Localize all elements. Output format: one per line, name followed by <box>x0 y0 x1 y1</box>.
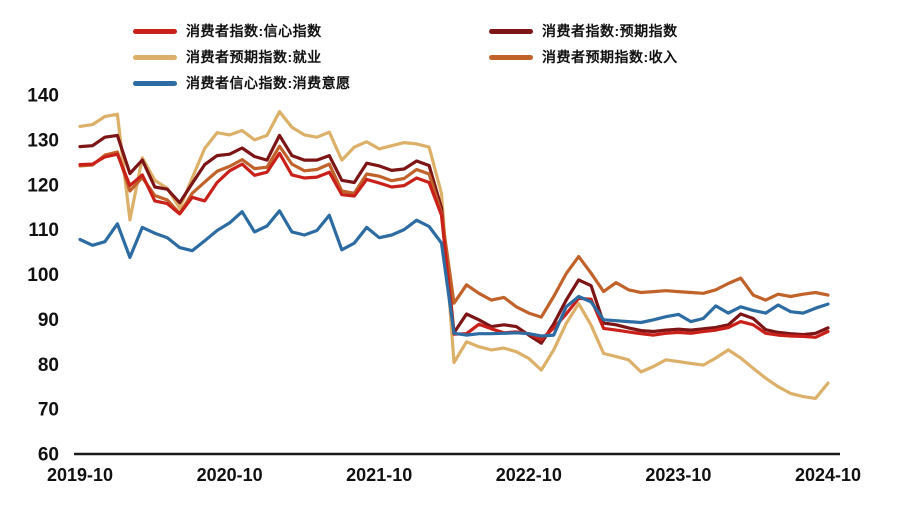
legend-swatch-icon <box>489 28 533 34</box>
legend-item-3: 消费者预期指数:收入 <box>489 47 678 67</box>
series-line-1 <box>78 133 830 345</box>
legend-label: 消费者指数:信心指数 <box>186 23 322 39</box>
legend-label: 消费者信心指数:消费意愿 <box>186 75 351 91</box>
y-axis-tick-label: 130 <box>27 130 59 151</box>
legend-item-4: 消费者信心指数:消费意愿 <box>133 73 489 93</box>
x-axis-tick-label: 2022-10 <box>496 465 562 485</box>
y-axis-tick-label: 100 <box>27 265 59 286</box>
legend-label: 消费者预期指数:就业 <box>186 49 322 65</box>
legend-label: 消费者预期指数:收入 <box>542 49 678 65</box>
x-axis-tick-label: 2021-10 <box>346 465 412 485</box>
x-axis-tick-label: 2020-10 <box>197 465 263 485</box>
legend-swatch-icon <box>133 80 177 86</box>
legend-item-2: 消费者预期指数:就业 <box>133 47 489 67</box>
x-axis-tick-label: 2023-10 <box>645 465 711 485</box>
y-axis-tick-label: 80 <box>38 355 59 376</box>
y-axis-tick-label: 90 <box>38 310 59 331</box>
y-axis-tick-label: 120 <box>27 175 59 196</box>
series-line-3 <box>78 144 830 319</box>
legend-label: 消费者指数:预期指数 <box>542 23 678 39</box>
y-axis-tick-label: 140 <box>27 86 59 107</box>
y-axis-tick-label: 60 <box>38 445 59 466</box>
legend-swatch-icon <box>133 54 177 60</box>
series-line-2 <box>78 109 830 400</box>
chart-legend: 消费者指数:信心指数 消费者指数:预期指数消费者预期指数:就业 消费者预期指数:收入… <box>133 18 678 96</box>
legend-item-1: 消费者指数:预期指数 <box>489 21 678 41</box>
y-axis-tick-label: 70 <box>38 400 59 421</box>
y-axis-tick-label: 110 <box>28 220 59 241</box>
series-line-4 <box>78 209 830 338</box>
legend-swatch-icon <box>133 28 177 34</box>
x-axis-tick-label: 2024-10 <box>795 465 861 485</box>
x-axis-tick-label: 2019-10 <box>47 465 113 485</box>
legend-swatch-icon <box>489 54 533 60</box>
legend-item-0: 消费者指数:信心指数 <box>133 21 489 41</box>
